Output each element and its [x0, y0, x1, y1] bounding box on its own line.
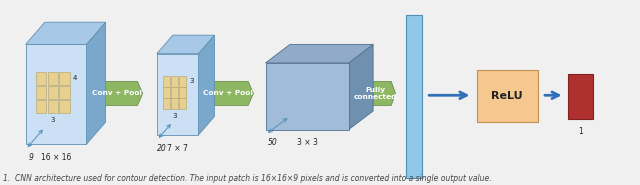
Bar [47, 72, 58, 85]
Text: Conv + Pool: Conv + Pool [203, 90, 253, 96]
Text: 20: 20 [157, 144, 166, 153]
Bar [36, 86, 46, 99]
Bar [60, 86, 70, 99]
Text: Conv + Pool: Conv + Pool [92, 90, 143, 96]
Text: 3: 3 [51, 117, 55, 123]
Bar [477, 70, 538, 122]
Bar [568, 74, 593, 119]
Text: 9: 9 [29, 153, 34, 162]
Bar [60, 72, 70, 85]
Bar [163, 76, 170, 87]
Bar [163, 98, 170, 109]
Text: 3: 3 [189, 78, 193, 84]
Bar [266, 63, 349, 130]
Bar [406, 15, 422, 178]
Text: 16 × 16: 16 × 16 [41, 153, 71, 162]
Bar [171, 87, 178, 98]
Text: 1: 1 [578, 127, 583, 136]
Text: 3: 3 [172, 113, 177, 119]
Bar [179, 87, 186, 98]
Bar [36, 72, 46, 85]
Bar [171, 76, 178, 87]
Polygon shape [157, 35, 214, 54]
Text: Fully
connected: Fully connected [353, 87, 397, 100]
Polygon shape [360, 81, 396, 105]
Polygon shape [349, 44, 373, 130]
Bar [179, 98, 186, 109]
Bar [163, 87, 170, 98]
Text: 50: 50 [268, 138, 278, 147]
Bar [36, 100, 46, 113]
Polygon shape [99, 81, 143, 105]
Polygon shape [26, 22, 106, 44]
Bar [47, 100, 58, 113]
Polygon shape [86, 22, 106, 144]
Text: 1.  CNN architecture used for contour detection. The input patch is 16×16×9 pixe: 1. CNN architecture used for contour det… [3, 174, 492, 183]
Polygon shape [198, 35, 214, 135]
Text: 4: 4 [73, 75, 77, 81]
Polygon shape [266, 44, 373, 63]
Bar [60, 100, 70, 113]
Bar [26, 44, 86, 144]
Bar [157, 54, 198, 135]
Text: 3 × 3: 3 × 3 [297, 138, 317, 147]
Polygon shape [210, 81, 253, 105]
Bar [47, 86, 58, 99]
Text: 7 × 7: 7 × 7 [167, 144, 188, 153]
Bar [171, 98, 178, 109]
Text: ReLU: ReLU [492, 91, 523, 101]
Bar [179, 76, 186, 87]
